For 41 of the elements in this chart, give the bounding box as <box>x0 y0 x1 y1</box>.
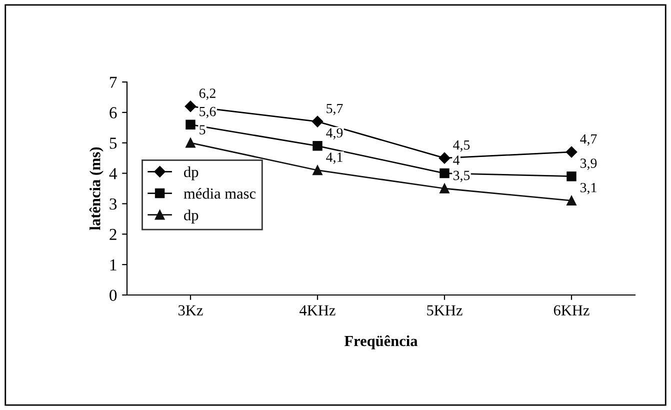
data-label: 4,5 <box>453 140 470 152</box>
y-tick-label: 3 <box>110 198 117 210</box>
y-tick-label: 0 <box>110 290 117 301</box>
legend-label: dp <box>184 210 198 224</box>
x-axis-title: Freqüência <box>344 335 418 350</box>
point <box>440 184 450 194</box>
point <box>566 146 578 158</box>
y-axis-title: latência (ms) <box>89 147 104 230</box>
point <box>184 100 196 112</box>
y-tick-label: 6 <box>110 107 117 118</box>
x-tick-label: 4KHz <box>300 305 336 316</box>
point <box>186 138 196 148</box>
data-label: 5,6 <box>200 106 216 118</box>
y-tick-label: 2 <box>110 228 116 240</box>
y-tick-label: 5 <box>110 138 117 149</box>
data-label: 3,1 <box>580 182 596 194</box>
point <box>186 120 196 130</box>
data-label: 6,2 <box>199 88 216 100</box>
x-tick-label: 5KHz <box>427 305 462 316</box>
x-tick-label: 3Kz <box>178 305 203 316</box>
legend-label: dp <box>184 166 198 180</box>
x-tick-label: 6KHz <box>554 305 590 316</box>
y-tick-label: 1 <box>110 259 116 270</box>
point <box>312 141 322 151</box>
y-tick-label: 7 <box>110 76 117 88</box>
data-label: 5 <box>200 125 206 134</box>
point <box>566 171 576 182</box>
point <box>440 168 450 178</box>
data-label: 4,7 <box>580 134 597 146</box>
data-label: 4,1 <box>326 152 342 164</box>
y-tick-label: 4 <box>109 168 118 180</box>
data-label: 4 <box>453 156 460 165</box>
data-label: 4,9 <box>326 128 343 140</box>
point <box>312 165 322 176</box>
data-label: 3,5 <box>453 170 470 182</box>
point <box>312 116 324 128</box>
point <box>566 196 576 206</box>
point <box>438 152 450 164</box>
data-label: 5,7 <box>326 104 343 116</box>
legend-label: média masc <box>184 188 256 199</box>
data-label: 3,9 <box>580 158 597 170</box>
